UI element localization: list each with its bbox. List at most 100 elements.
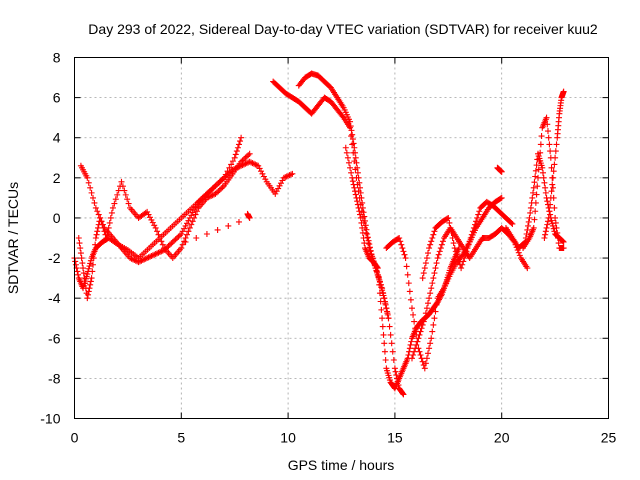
data-point <box>215 188 222 195</box>
data-point <box>555 240 562 247</box>
data-point <box>361 240 368 247</box>
data-point <box>379 323 386 330</box>
data-point <box>379 315 386 322</box>
data-point <box>420 270 427 277</box>
data-point <box>532 167 539 174</box>
data-point <box>75 271 82 278</box>
data-point <box>352 149 359 156</box>
data-point <box>213 181 220 188</box>
data-point <box>540 174 547 181</box>
data-point <box>100 224 107 231</box>
data-point <box>139 257 146 264</box>
data-point <box>472 221 478 228</box>
data-point <box>186 224 193 231</box>
x-tick-label: 5 <box>177 430 185 446</box>
data-point <box>559 238 566 245</box>
data-point <box>524 265 531 272</box>
data-point <box>432 308 439 315</box>
y-tick-label: 6 <box>53 90 61 106</box>
data-point <box>149 252 156 259</box>
data-point <box>462 251 469 258</box>
data-point <box>94 208 101 215</box>
data-point <box>421 365 428 372</box>
data-point <box>109 204 116 211</box>
x-tick-label: 15 <box>387 430 403 446</box>
data-point <box>148 253 155 260</box>
data-point <box>92 235 99 241</box>
data-point <box>259 170 266 177</box>
data-point <box>347 164 354 171</box>
y-tick-label: 8 <box>53 50 61 66</box>
data-point <box>182 222 189 229</box>
data-point <box>209 192 216 199</box>
data-point <box>355 204 362 211</box>
data-point <box>282 174 289 181</box>
data-point <box>237 138 244 145</box>
data-point <box>138 257 145 264</box>
data-point <box>152 224 159 231</box>
data-point <box>398 241 405 248</box>
data-point <box>195 198 202 205</box>
data-point <box>235 141 242 148</box>
data-point <box>415 335 422 342</box>
data-point <box>347 123 354 130</box>
data-point <box>448 229 455 236</box>
data-point <box>396 235 403 241</box>
data-point <box>280 174 287 181</box>
data-point <box>242 154 249 161</box>
data-point <box>408 338 415 345</box>
data-point <box>115 187 122 194</box>
data-point <box>523 230 530 237</box>
data-point <box>498 168 505 175</box>
data-point <box>407 296 414 303</box>
data-point <box>221 174 228 181</box>
data-point <box>176 232 183 239</box>
data-point <box>118 178 125 185</box>
data-point <box>469 228 476 235</box>
data-point <box>243 153 250 160</box>
data-point <box>359 229 366 236</box>
data-point <box>239 157 246 164</box>
data-point <box>75 235 82 241</box>
data-point <box>151 222 158 229</box>
data-point <box>211 184 218 191</box>
data-point <box>422 360 429 367</box>
data-point <box>354 169 361 176</box>
data-point <box>427 241 434 248</box>
data-point <box>550 168 557 175</box>
data-point <box>436 248 443 255</box>
data-point <box>427 340 434 347</box>
series-pass-3 <box>75 150 253 302</box>
data-point <box>450 240 457 247</box>
series-pass-9 <box>419 198 516 282</box>
data-point <box>413 341 420 348</box>
data-point <box>84 295 91 302</box>
data-point <box>219 176 226 183</box>
data-point <box>253 162 260 169</box>
data-point <box>542 189 549 196</box>
data-point <box>223 172 230 179</box>
data-point <box>383 305 390 312</box>
data-point <box>470 224 477 231</box>
data-point <box>287 171 294 178</box>
data-point <box>545 134 552 141</box>
data-point <box>354 198 361 205</box>
data-point <box>238 158 245 165</box>
series-pass-11 <box>520 114 567 252</box>
data-point <box>234 144 241 151</box>
data-point <box>359 199 366 206</box>
data-point <box>546 141 553 148</box>
data-point <box>381 340 388 347</box>
data-point <box>166 241 173 248</box>
data-point <box>342 144 349 151</box>
data-point <box>376 279 383 286</box>
data-point <box>363 226 370 233</box>
data-point <box>90 255 97 262</box>
data-point <box>103 235 110 241</box>
data-point <box>551 161 558 168</box>
data-point <box>542 184 549 191</box>
data-point <box>216 178 223 185</box>
data-point <box>524 226 531 233</box>
data-point <box>412 325 419 332</box>
data-point <box>90 194 97 201</box>
